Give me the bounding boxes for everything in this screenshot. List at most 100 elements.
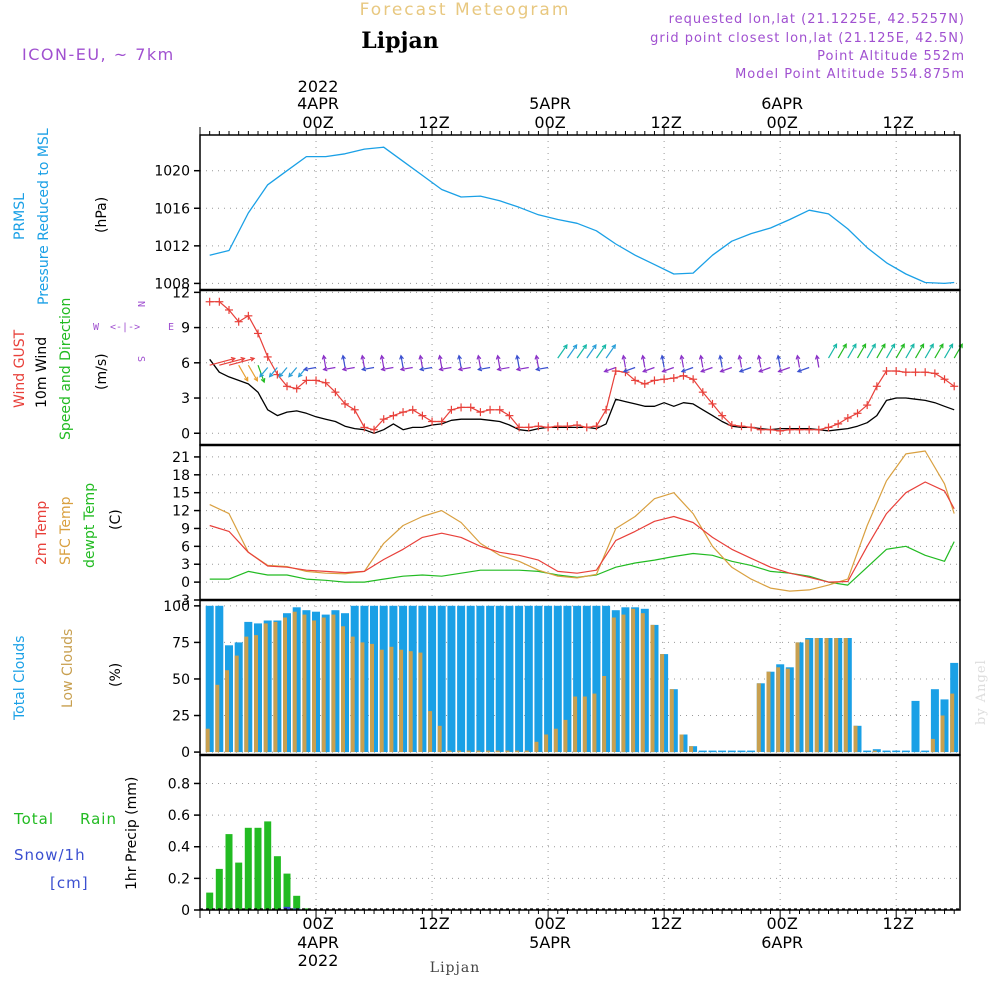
wind-dir-arrow bbox=[944, 343, 954, 359]
wind-dir-arrow-head bbox=[718, 354, 724, 360]
wind-dir-arrow-shaft bbox=[323, 366, 336, 371]
wind-dir-arrow bbox=[209, 356, 236, 366]
wind-dir-arrow-shaft bbox=[586, 344, 597, 359]
wind-dir-arrow bbox=[737, 354, 743, 368]
time-label-top-line: 12Z bbox=[650, 113, 681, 132]
low-cloud-bar bbox=[950, 693, 955, 753]
wind-dir-arrow-head bbox=[302, 366, 309, 372]
total-cloud-bar bbox=[476, 605, 485, 752]
footer-location: Lipjan bbox=[430, 960, 480, 976]
low-cloud-bar bbox=[476, 750, 481, 753]
point-altitude: Point Altitude 552m bbox=[817, 49, 965, 64]
total-cloud-bar bbox=[921, 750, 930, 753]
snow-label: Snow/1h bbox=[14, 846, 86, 864]
total-cloud-bar bbox=[495, 605, 504, 752]
low-cloud-bar bbox=[602, 676, 607, 752]
low-cloud-bar bbox=[341, 626, 345, 753]
gust-marker bbox=[824, 423, 833, 432]
time-label-top-line: 12Z bbox=[418, 113, 449, 132]
gust-marker bbox=[872, 382, 881, 391]
compass-e: E bbox=[168, 322, 174, 333]
wind-dir-arrow-shaft bbox=[924, 343, 934, 359]
total-cloud-bar bbox=[708, 750, 717, 753]
compass-arrow-w: <-|-> bbox=[110, 322, 140, 333]
low-cloud-bar bbox=[302, 614, 307, 753]
time-label-top-line: 2022 bbox=[298, 77, 339, 96]
wind-dir-arrow bbox=[642, 366, 655, 373]
low-clouds-label: Low Clouds bbox=[60, 629, 76, 708]
wind-dir-arrow bbox=[322, 366, 336, 372]
wind-dir-arrow-shaft bbox=[885, 343, 896, 359]
speed-dir-label: Speed and Direction bbox=[58, 298, 74, 440]
low-cloud-bar bbox=[399, 649, 404, 753]
time-label-bottom: 12Z bbox=[418, 914, 449, 933]
low-cloud-bar bbox=[814, 638, 819, 753]
wind-dir-arrow bbox=[360, 366, 375, 372]
wind-dir-arrow-head bbox=[563, 343, 568, 350]
total-cloud-bar bbox=[466, 605, 475, 752]
wind-dir-arrow-head bbox=[592, 343, 597, 350]
wind-dir-arrow-head bbox=[399, 354, 404, 360]
wind-dir-arrow bbox=[895, 343, 905, 359]
wind-dir-arrow-shaft bbox=[876, 343, 886, 359]
wind-dir-arrow-shaft bbox=[680, 355, 685, 368]
wind-dir-arrow-shaft bbox=[777, 355, 781, 368]
total-clouds-label: Total Clouds bbox=[12, 636, 28, 721]
gust-marker bbox=[911, 368, 920, 377]
low-cloud-bar bbox=[331, 614, 336, 753]
wind-dir-arrow-shaft bbox=[323, 355, 327, 368]
wind-dir-arrow bbox=[576, 343, 587, 359]
wind-dir-arrow-shaft bbox=[847, 343, 857, 359]
wind-dir-arrow bbox=[457, 354, 462, 368]
wind-dir-arrow-shaft bbox=[497, 355, 501, 368]
time-label-top: 12Z bbox=[883, 113, 914, 132]
low-cloud-bar bbox=[370, 643, 374, 753]
wind-dir-arrow bbox=[566, 343, 578, 359]
rain-bar bbox=[225, 834, 233, 910]
wind-dir-arrow-head bbox=[842, 343, 847, 349]
wind-dir-arrow-head bbox=[360, 354, 366, 360]
low-cloud-bar bbox=[640, 613, 645, 753]
time-label-top-line: 12Z bbox=[883, 113, 914, 132]
wind-dir-arrow-shaft bbox=[278, 367, 288, 378]
wind-dir-arrow-head bbox=[881, 343, 886, 349]
gust-marker bbox=[611, 367, 620, 376]
wind-dir-arrow bbox=[247, 364, 258, 382]
wind-dir-arrow-shaft bbox=[622, 355, 627, 368]
y-tick-label: 0.2 bbox=[168, 871, 190, 887]
low-cloud-bar bbox=[312, 620, 316, 753]
wind-dir-arrow-head bbox=[322, 366, 328, 372]
gust-marker bbox=[592, 422, 601, 431]
wind-dir-arrow bbox=[268, 367, 278, 378]
low-cloud-bar bbox=[505, 750, 510, 753]
wind-dir-arrow bbox=[419, 366, 433, 372]
cm-label: [cm] bbox=[50, 874, 89, 892]
gust-marker bbox=[698, 388, 707, 397]
wind-dir-arrow-shaft bbox=[576, 344, 587, 359]
wind-dir-arrow bbox=[837, 343, 847, 359]
wind-dir-arrow bbox=[915, 343, 925, 359]
gust-marker bbox=[756, 425, 765, 434]
wind-dir-arrow-shaft bbox=[259, 367, 269, 378]
low-cloud-bar bbox=[582, 696, 587, 753]
wind-dir-arrow-shaft bbox=[934, 343, 944, 359]
gust-marker bbox=[476, 408, 485, 417]
wind-dir-arrow-shaft bbox=[458, 366, 471, 371]
low-cloud-bar bbox=[872, 750, 877, 753]
total-cloud-bar bbox=[447, 605, 456, 752]
wind-dir-arrow-shaft bbox=[681, 366, 694, 373]
wind-dir-arrow-shaft bbox=[497, 366, 510, 371]
temp-labels: 2m Temp SFC Temp dewpt Temp (C) bbox=[34, 483, 124, 568]
wind-dir-arrow-head bbox=[871, 343, 876, 349]
gust-marker bbox=[408, 405, 417, 414]
wind-dir-arrow-shaft bbox=[209, 357, 235, 366]
low-cloud-bar bbox=[853, 725, 858, 753]
wind-dir-arrow bbox=[476, 354, 482, 368]
wind-dir-arrow-shaft bbox=[700, 355, 704, 368]
low-cloud-bar bbox=[225, 670, 229, 753]
low-cloud-bar bbox=[679, 734, 684, 752]
rain-bar bbox=[264, 821, 272, 910]
gust-marker bbox=[863, 401, 872, 410]
wind-dir-arrow-head bbox=[457, 354, 462, 360]
